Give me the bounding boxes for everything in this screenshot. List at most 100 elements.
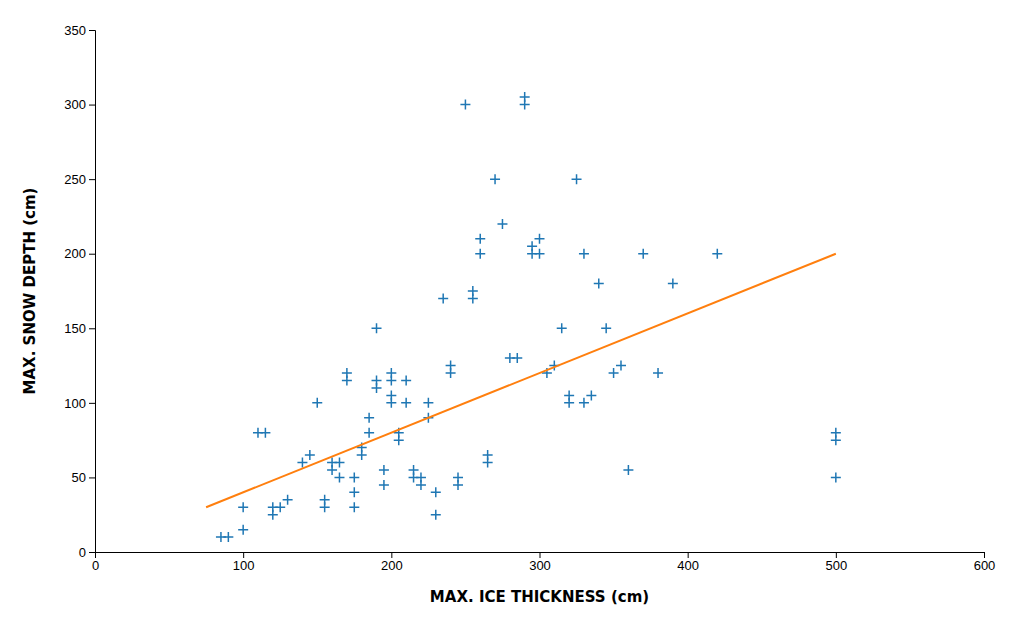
point [342,368,352,378]
tick-mark [984,552,985,558]
point [305,450,315,460]
point [564,390,574,400]
point [460,100,470,110]
tick: 200 [64,246,95,261]
point [483,450,493,460]
point [579,249,589,259]
point [535,234,545,244]
tick-label: 250 [64,172,86,187]
tick: 600 [974,552,996,573]
point [623,465,633,475]
tick: 300 [64,97,95,112]
point [535,249,545,259]
point [372,375,382,385]
point [668,279,678,289]
tick-mark [243,552,244,558]
point [557,323,567,333]
point [386,368,396,378]
x-axis: 0 100 200 300 400 500 600 [92,552,995,573]
chart: 0 100 200 300 400 500 600 0 50 100 150 200 250 300 350… [0,0,1024,627]
tick-label: 200 [381,558,403,573]
point [586,390,596,400]
point [349,502,359,512]
tick-mark [540,552,541,558]
tick: 500 [825,552,847,573]
tick-mark [688,552,689,558]
point [431,487,441,497]
tick-label: 100 [64,396,86,411]
point [409,465,419,475]
point [572,174,582,184]
point [446,361,456,371]
tick-label: 300 [529,558,551,573]
point [712,249,722,259]
point [312,398,322,408]
point [260,428,270,438]
point [520,92,530,102]
tick-label: 400 [677,558,699,573]
point [372,323,382,333]
tick-mark [391,552,392,558]
point [490,174,500,184]
tick: 100 [64,396,95,411]
tick-label: 0 [92,558,99,573]
tick: 350 [64,23,95,38]
tick: 200 [381,552,403,573]
tick-label: 500 [825,558,847,573]
tick-label: 50 [72,470,86,485]
tick-mark [89,179,95,180]
point [275,502,285,512]
point [601,323,611,333]
tick-mark [89,403,95,404]
tick-label: 150 [64,321,86,336]
tick: 50 [72,470,95,485]
tick-mark [89,477,95,478]
y-axis: 0 50 100 150 200 250 300 350 [64,23,95,560]
tick-label: 350 [64,23,86,38]
point [223,532,233,542]
point [475,234,485,244]
marks [206,92,841,542]
tick-label: 0 [79,545,86,560]
tick: 100 [233,552,255,573]
point [349,487,359,497]
point [475,249,485,259]
point [320,495,330,505]
point [653,368,663,378]
point [379,465,389,475]
point [579,398,589,408]
point [468,286,478,296]
point [334,458,344,468]
point [334,472,344,482]
tick-mark [89,105,95,106]
tick-mark [836,552,837,558]
point [386,390,396,400]
tick: 400 [677,552,699,573]
point [364,428,374,438]
point [497,219,507,229]
point [616,361,626,371]
x-axis-title: MAX. ICE THICKNESS (cm) [430,588,649,606]
point [423,398,433,408]
tick: 300 [529,552,551,573]
x-axis-line [96,553,985,559]
y-axis-line [89,31,96,553]
tick-mark [89,552,95,553]
point [283,495,293,505]
point [431,510,441,520]
regression-line [206,254,836,508]
point [349,472,359,482]
tick: 250 [64,172,95,187]
point [238,502,248,512]
point [401,398,411,408]
tick-label: 200 [64,246,86,261]
point [831,428,841,438]
point [638,249,648,259]
tick: 150 [64,321,95,336]
point [438,293,448,303]
point [379,480,389,490]
tick-mark [89,30,95,31]
point [527,241,537,251]
point [512,353,522,363]
point [401,375,411,385]
